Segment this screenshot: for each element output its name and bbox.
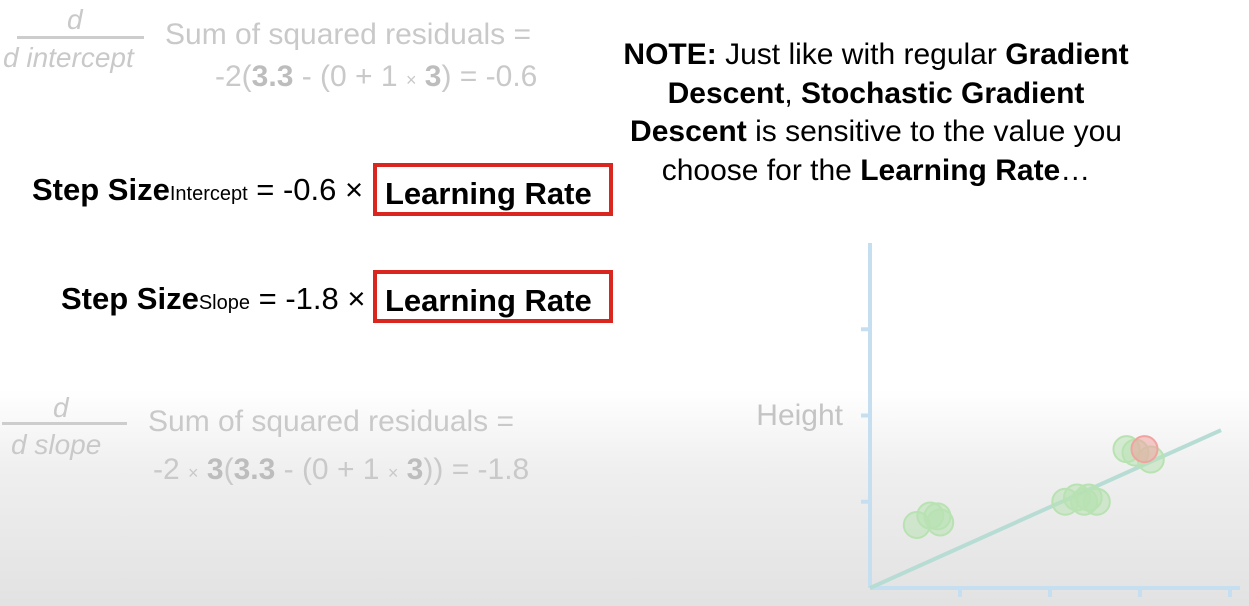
fraction-bar [2,422,127,425]
derivative-label: Sum of squared residuals = [148,405,515,438]
fraction-numerator: d [67,4,83,35]
fraction-denominator: d slope [11,429,102,460]
data-point [1130,435,1159,464]
fraction-numerator: d [53,392,69,423]
fraction-bar [17,36,144,39]
learning-rate-box: Learning Rate [373,270,613,323]
fraction-denominator: d intercept [3,42,134,73]
derivative-expression: -2 × 3(3.3 - (0 + 1 × 3)) = -1.8 [153,453,530,486]
data-point [1082,487,1111,516]
data-point [926,508,955,537]
step-size-equation: Step SizeIntercept = -0.6 × [32,172,364,207]
note-text: NOTE: Just like with regular Gradient De… [623,38,1129,187]
learning-rate-box: Learning Rate [373,163,613,216]
derivative-expression: -2(3.3 - (0 + 1 × 3) = -0.6 [215,60,538,93]
derivative-label: Sum of squared residuals = [165,18,532,51]
y-axis-label: Height [756,399,843,432]
step-size-equation: Step SizeSlope = -1.8 × [61,281,366,316]
